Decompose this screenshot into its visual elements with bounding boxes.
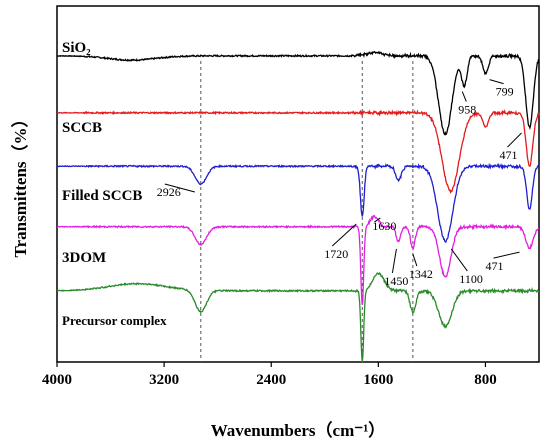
annotation-label: 1720	[324, 247, 348, 261]
annotation-arrow	[374, 217, 381, 223]
x-tick-label: 3200	[149, 372, 179, 388]
series-line	[56, 162, 540, 244]
annotation-arrow	[450, 248, 468, 272]
x-tick-label: 4000	[42, 372, 72, 388]
annotation-arrow	[331, 223, 357, 247]
annotation-label: 1450	[384, 274, 408, 288]
x-tick-label: 800	[474, 372, 497, 388]
series-line	[56, 50, 540, 136]
annotation-arrow	[493, 251, 520, 259]
annotation-label: 2926	[157, 185, 181, 199]
series-label: Filled SCCB	[62, 188, 142, 204]
annotation-label: 471	[499, 148, 517, 162]
plot-area: SiO₂ SCCB Filled SCCB 3DOM Precursor complex…	[56, 5, 540, 363]
series-label: SiO₂	[62, 40, 91, 56]
annotation-arrow	[391, 248, 397, 274]
peak-annotations: 2926 1720 1100 958 799 471 1630 1450 1342 471	[157, 79, 522, 288]
annotation-label: 471	[485, 259, 503, 273]
x-axis-label: Wavenumbers（cm⁻¹）	[211, 420, 386, 440]
annotation-label: 799	[496, 85, 514, 99]
annotation-label: 958	[458, 103, 476, 117]
x-axis: 4000 3200 2400 1600 800	[42, 362, 497, 388]
annotation-label: 1630	[372, 219, 396, 233]
series-label: 3DOM	[62, 250, 106, 266]
series-label: SCCB	[62, 120, 102, 136]
series-label: Precursor complex	[62, 313, 167, 328]
y-axis-label: Transmittens（%）	[10, 110, 30, 257]
plot-frame	[56, 5, 540, 363]
series-line	[56, 214, 540, 306]
x-tick-label: 1600	[363, 372, 393, 388]
x-tick-label: 2400	[256, 372, 286, 388]
spectra-curves	[56, 50, 540, 363]
series-labels: SiO₂ SCCB Filled SCCB 3DOM Precursor complex	[62, 40, 167, 328]
annotation-label: 1342	[409, 267, 433, 281]
annotation-arrow	[507, 132, 522, 148]
annotation-arrow	[461, 91, 467, 102]
annotation-label: 1100	[459, 272, 483, 286]
annotation-arrow	[489, 79, 504, 85]
annotation-arrow	[164, 183, 195, 193]
reference-lines	[200, 61, 414, 362]
series-line	[56, 271, 540, 363]
series-line	[56, 108, 540, 194]
annotation-arrow	[412, 253, 418, 267]
